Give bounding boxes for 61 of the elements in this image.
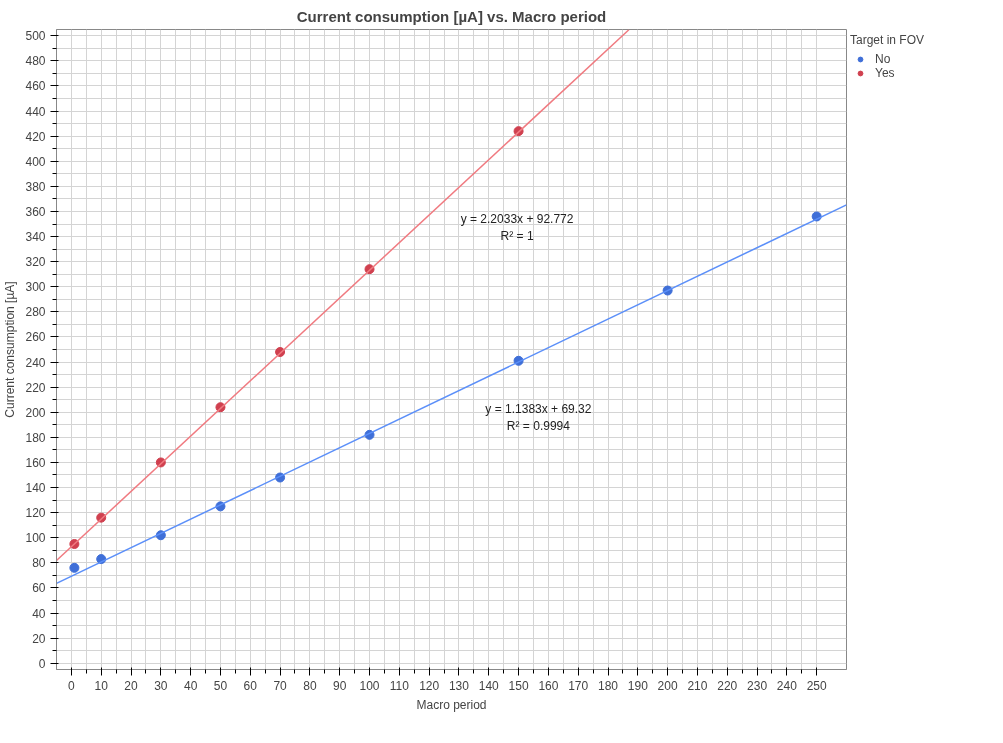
- y-tick-label: 280: [25, 305, 46, 320]
- chart-title: Current consumption [µA] vs. Macro period: [296, 7, 607, 25]
- y-tick-label: 400: [25, 154, 46, 169]
- y-tick-label: 40: [32, 606, 46, 621]
- annotation: y = 2.2033x + 92.772 R² = 1: [460, 212, 574, 244]
- y-tick-label: 440: [25, 104, 46, 119]
- y-tick-label: 320: [25, 255, 46, 270]
- x-tick-label: 120: [419, 678, 440, 693]
- legend-label: Yes: [875, 66, 895, 80]
- x-tick-label: 250: [806, 678, 828, 693]
- x-tick-label: 130: [448, 678, 470, 693]
- x-tick-label: 90: [333, 678, 347, 693]
- y-tick-label: 220: [25, 380, 46, 395]
- x-tick-label: 220: [717, 678, 738, 693]
- y-tick-label: 340: [25, 230, 46, 245]
- x-tick-label: 20: [124, 678, 139, 693]
- x-tick-label: 10: [94, 678, 109, 693]
- x-tick-label: 40: [183, 678, 198, 693]
- point: [69, 562, 80, 573]
- x-tick-label: 160: [538, 678, 559, 693]
- y-tick-label: 80: [32, 556, 46, 571]
- x-tick-label: 30: [154, 678, 168, 693]
- y-tick-label: 460: [25, 79, 46, 94]
- x-tick-label: 0: [68, 678, 76, 693]
- x-tick-label: 230: [747, 678, 768, 693]
- y-tick-label: 360: [25, 204, 46, 219]
- x-tick-label: 50: [213, 678, 228, 693]
- x-tick-label: 170: [568, 678, 589, 693]
- x-tick-label: 200: [657, 678, 678, 693]
- y-tick-label: 100: [25, 531, 46, 546]
- y-tick-label: 480: [25, 54, 46, 69]
- y-tick-label: 240: [25, 355, 46, 370]
- x-tick-label: 180: [598, 678, 619, 693]
- x-axis-title: Macro period: [416, 697, 487, 712]
- legend-label: No: [875, 52, 892, 66]
- x-tick-label: 100: [359, 678, 380, 693]
- x-tick-label: 80: [303, 678, 317, 693]
- x-tick-label: 70: [273, 678, 288, 693]
- annotation: y = 1.1383x + 69.32 R² = 0.9994: [485, 401, 592, 433]
- y-tick-label: 20: [32, 631, 46, 646]
- y-tick-label: 180: [25, 430, 46, 445]
- x-tick-label: 60: [243, 678, 258, 693]
- x-tick-label: 190: [627, 678, 649, 693]
- y-tick-label: 500: [25, 29, 46, 44]
- y-tick-label: 420: [25, 129, 46, 144]
- x-tick-label: 210: [687, 678, 708, 693]
- y-tick-label: 0: [38, 656, 46, 671]
- x-tick-label: 140: [478, 678, 500, 693]
- y-tick-label: 120: [25, 506, 46, 521]
- y-tick-label: 380: [25, 179, 46, 194]
- y-tick-label: 200: [25, 405, 46, 420]
- x-tick-label: 150: [508, 678, 529, 693]
- y-tick-label: 260: [25, 330, 46, 345]
- y-tick-label: 160: [25, 455, 46, 470]
- y-tick-label: 140: [25, 481, 46, 496]
- legend-title: Target in FOV: [850, 33, 925, 47]
- x-tick-label: 240: [776, 678, 798, 693]
- x-tick-label: 110: [389, 678, 410, 693]
- y-axis-title: Current consumption [µA]: [3, 281, 18, 418]
- y-tick-label: 60: [32, 581, 46, 596]
- y-tick-label: 300: [25, 280, 46, 295]
